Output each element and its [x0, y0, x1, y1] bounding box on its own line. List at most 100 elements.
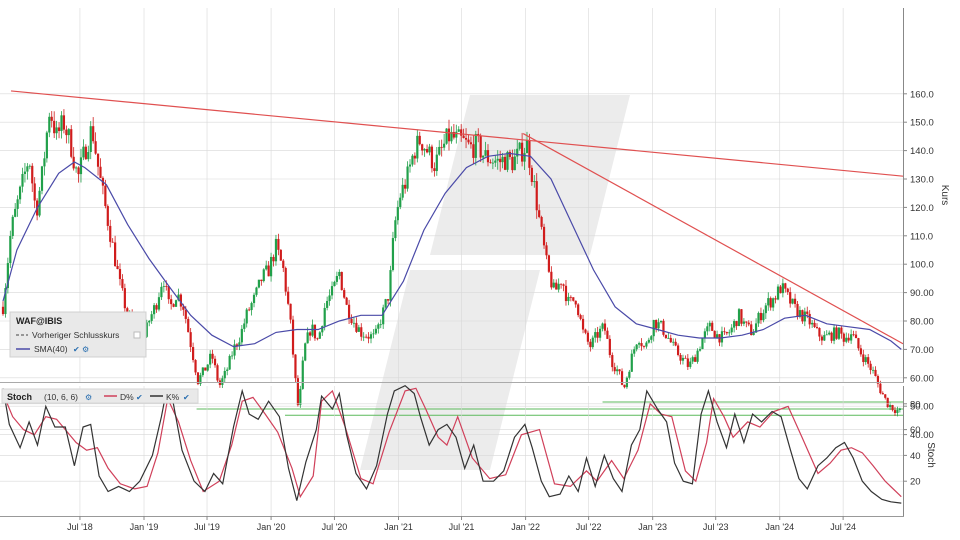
stoch-settings-icon[interactable]: ⚙ — [85, 393, 92, 402]
candle-body — [857, 338, 860, 349]
candle-body — [338, 271, 341, 277]
candle-body — [701, 338, 704, 350]
candle-body — [691, 357, 694, 362]
candle-body — [160, 286, 163, 298]
candle-body — [438, 146, 441, 155]
candle-body — [854, 334, 858, 339]
candle-body — [411, 155, 414, 165]
candle-body — [813, 322, 816, 327]
candle-body — [121, 279, 124, 289]
candle-body — [33, 183, 36, 201]
stoch-tick-label: 60 — [910, 425, 921, 436]
candle-body — [28, 165, 31, 167]
candle-body — [296, 378, 299, 406]
candle-body — [299, 388, 302, 406]
candle-body — [535, 181, 538, 211]
candle-body — [628, 371, 631, 378]
price-tick-label: 50.00 — [910, 402, 934, 413]
candle-body — [62, 115, 66, 130]
candle-body — [369, 334, 373, 339]
candle-body — [350, 318, 353, 324]
candle-body — [733, 321, 736, 328]
candle-body — [694, 357, 697, 362]
candle-body — [460, 129, 463, 136]
candle-body — [382, 307, 385, 325]
candle-body — [294, 354, 297, 379]
candle-body — [725, 332, 728, 334]
candle-body — [806, 311, 809, 314]
candle-body — [672, 341, 675, 343]
candle-body — [445, 128, 448, 144]
candle-body — [784, 283, 787, 289]
candle-body — [362, 336, 365, 338]
x-tick-label: Jan '23 — [638, 522, 667, 532]
candle-body — [776, 286, 780, 300]
candle-body — [330, 286, 334, 296]
candle-body — [213, 358, 217, 366]
candle-body — [637, 343, 641, 345]
price-tick-label: 40.00 — [910, 430, 934, 441]
candle-body — [884, 394, 887, 398]
candle-body — [586, 332, 590, 342]
candle-body — [655, 319, 658, 329]
candle-body — [11, 216, 14, 236]
legend-sma-settings-icon[interactable]: ⚙ — [82, 345, 89, 354]
candle-body — [879, 383, 882, 394]
candle-body — [618, 369, 621, 372]
candle-body — [428, 146, 431, 153]
candle-body — [516, 148, 519, 157]
candle-body — [464, 137, 468, 140]
candle-body — [803, 311, 806, 322]
candle-body — [767, 298, 770, 306]
candle-body — [372, 333, 375, 335]
watermark-lower-block — [360, 270, 540, 470]
candle-body — [574, 300, 577, 305]
candle-body — [228, 355, 231, 370]
sma-line — [2, 152, 902, 350]
candle-body — [335, 276, 338, 282]
candle-body — [603, 323, 607, 331]
legend-sma-check-icon[interactable]: ✔ — [73, 345, 80, 354]
candle-body — [818, 327, 821, 337]
candle-body — [70, 129, 73, 157]
stoch-d-check-icon[interactable]: ✔ — [136, 393, 143, 402]
candle-body — [494, 160, 497, 163]
candle-body — [226, 369, 229, 371]
candle-body — [759, 312, 763, 321]
candle-body — [708, 322, 711, 327]
candle-body — [589, 341, 592, 348]
price-axis-title: Kurs — [939, 185, 950, 206]
candle-body — [667, 337, 670, 339]
candle-body — [435, 154, 438, 172]
candle-body — [840, 327, 843, 334]
candle-body — [837, 327, 841, 339]
candle-body — [355, 322, 358, 332]
candle-body — [155, 305, 158, 310]
candle-body — [896, 409, 899, 413]
legend-prev-close-checkbox[interactable] — [133, 331, 141, 339]
candle-body — [343, 290, 346, 298]
candle-body — [491, 162, 494, 164]
candle-body — [262, 269, 265, 282]
legend-sma-label: SMA(40) — [34, 344, 68, 354]
candle-body — [150, 314, 153, 321]
candle-body — [555, 282, 558, 290]
candle-body — [21, 173, 24, 187]
price-tick-label: 130.0 — [910, 175, 934, 186]
candle-body — [569, 296, 572, 298]
candle-body — [540, 216, 543, 227]
candle-body — [713, 330, 716, 338]
candle-body — [318, 332, 321, 339]
candle-body — [84, 146, 87, 160]
legend-box — [9, 311, 147, 358]
candle-body — [496, 158, 499, 161]
candle-body — [289, 303, 292, 320]
x-axis-line — [0, 516, 904, 517]
candle-body — [825, 334, 828, 336]
candle-body — [547, 255, 551, 272]
candle-body — [552, 282, 555, 288]
candle-body — [389, 270, 392, 301]
candle-body — [596, 332, 599, 338]
stoch-tick-label: 40 — [910, 451, 921, 462]
stoch-k-check-icon[interactable]: ✔ — [183, 393, 190, 402]
